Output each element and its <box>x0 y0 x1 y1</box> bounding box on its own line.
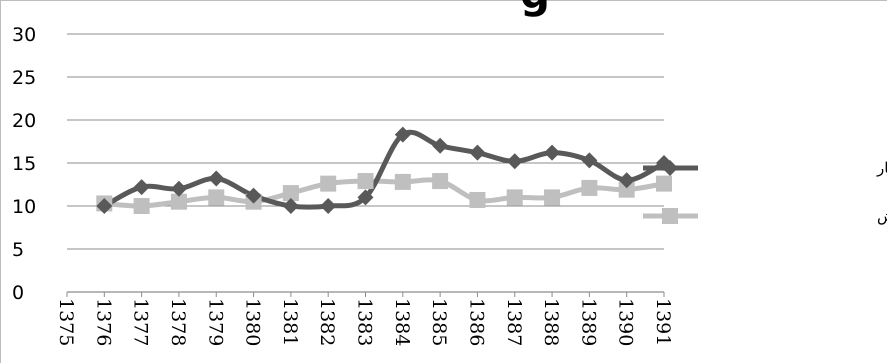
data-point-s2-1384 <box>394 173 411 190</box>
chart-title-fragment: g <box>520 0 550 15</box>
x-tick-label-1377: 1377 <box>130 298 152 346</box>
x-tick-label-1382: 1382 <box>316 298 338 346</box>
y-tick-label-0: 0 <box>12 282 24 304</box>
x-tick-label-1379: 1379 <box>204 298 226 346</box>
legend-label-1: داده های مرکز آمار <box>876 159 887 177</box>
gridlines <box>67 33 664 250</box>
legend-label-2: داده های پژوهش <box>877 207 887 225</box>
data-point-s1-1386 <box>469 144 486 161</box>
x-tick-label-1389: 1389 <box>577 298 599 346</box>
y-tick-label-10: 10 <box>12 196 36 218</box>
series-markers <box>96 126 672 214</box>
y-tick-label-15: 15 <box>12 153 36 175</box>
x-tick-label-1375: 1375 <box>55 298 77 346</box>
data-point-s2-1386 <box>469 191 486 208</box>
data-point-s1-1388 <box>544 144 561 161</box>
data-point-s2-1387 <box>506 189 523 206</box>
data-point-s1-1387 <box>506 153 523 170</box>
data-point-s2-1383 <box>357 173 374 190</box>
data-point-s2-1390 <box>618 181 635 198</box>
x-tick-label-1386: 1386 <box>465 298 487 346</box>
y-tick-label-30: 30 <box>12 24 36 46</box>
data-point-s2-1389 <box>581 179 598 196</box>
legend-marker-2 <box>662 208 678 224</box>
data-point-s2-1378 <box>170 193 187 210</box>
x-tick-label-1387: 1387 <box>503 298 525 346</box>
series-line-2 <box>101 177 667 209</box>
data-point-s1-1385 <box>432 137 449 154</box>
data-point-s1-1390 <box>618 172 635 189</box>
x-tick-label-1383: 1383 <box>354 298 376 346</box>
data-point-s1-1389 <box>581 152 598 169</box>
data-point-s2-1385 <box>432 173 449 190</box>
data-point-s1-1383 <box>357 189 374 206</box>
x-tick-label-1391: 1391 <box>652 298 674 346</box>
x-tick-label-1376: 1376 <box>92 298 114 346</box>
series-lines <box>101 129 667 210</box>
x-tick-label-1385: 1385 <box>428 298 450 346</box>
legend-marker-1 <box>662 160 678 176</box>
data-point-s2-1388 <box>544 189 561 206</box>
data-point-s1-1380 <box>245 187 262 204</box>
series-line-1 <box>101 129 667 210</box>
x-tick-label-1384: 1384 <box>391 298 413 346</box>
axes: 0 5 10 15 20 25 30 1375 1376 1377 1378 1379 1380 1381… <box>12 24 674 346</box>
data-point-s1-1381 <box>282 198 299 214</box>
x-tick-label-1378: 1378 <box>167 298 189 346</box>
y-tick-label-5: 5 <box>12 239 24 261</box>
data-point-s2-1391 <box>656 175 672 192</box>
x-tick-label-1388: 1388 <box>540 298 562 346</box>
data-point-s2-1382 <box>320 175 337 192</box>
data-point-s1-1384 <box>394 126 411 143</box>
data-point-s1-1382 <box>320 198 337 214</box>
data-point-s1-1378 <box>170 180 187 197</box>
x-tick-label-1381: 1381 <box>279 298 301 346</box>
y-tick-label-25: 25 <box>12 67 36 89</box>
x-tick-label-1390: 1390 <box>615 298 637 346</box>
y-tick-label-20: 20 <box>12 110 36 132</box>
data-point-s2-1377 <box>133 198 150 214</box>
data-point-s2-1381 <box>282 185 299 202</box>
data-point-s2-1379 <box>208 189 225 206</box>
data-point-s1-1379 <box>208 170 225 187</box>
legend: داده های مرکز آمار داده های پژوهش <box>643 159 887 225</box>
data-point-s1-1376 <box>96 198 113 214</box>
x-tick-label-1380: 1380 <box>242 298 264 346</box>
data-point-s1-1377 <box>133 179 150 196</box>
